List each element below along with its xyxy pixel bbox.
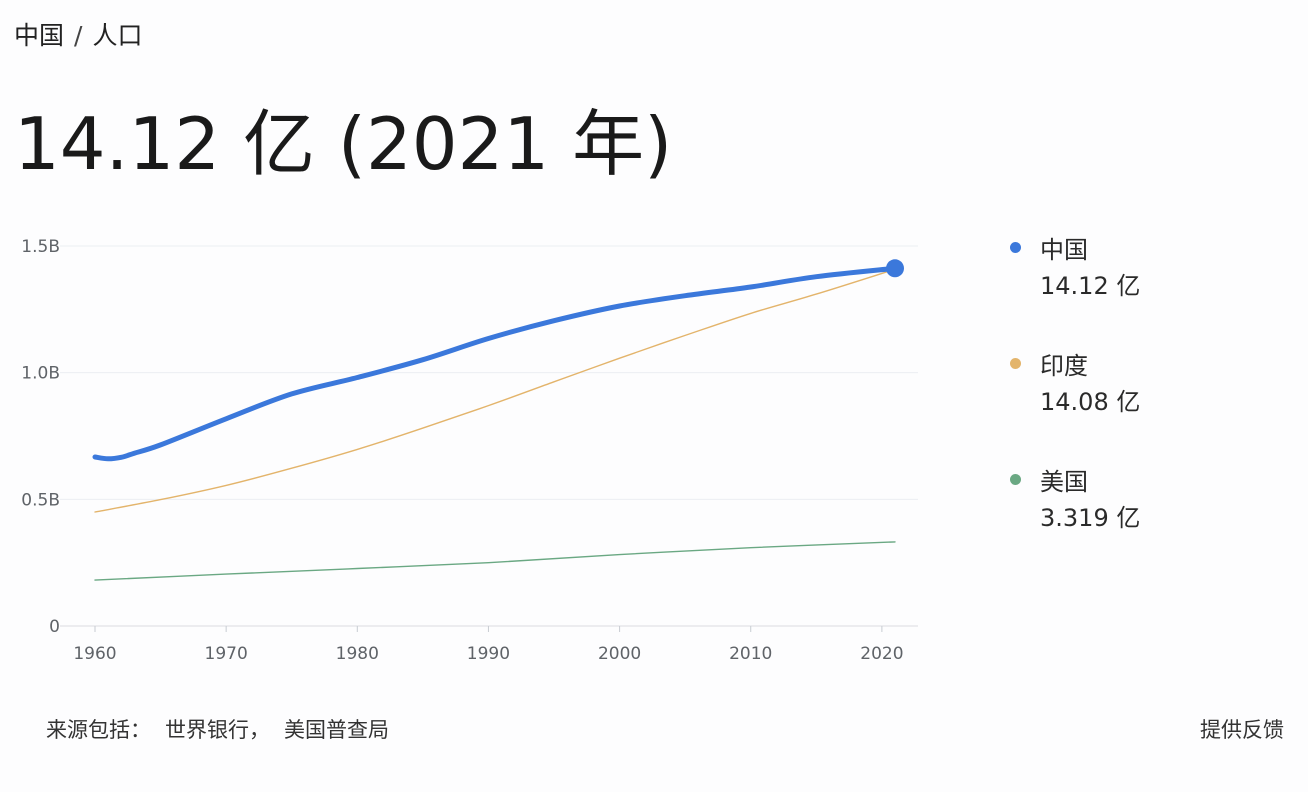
legend-dot-icon (1010, 242, 1021, 253)
series-line-india (94, 268, 896, 513)
y-tick-label: 1.5B (21, 237, 60, 257)
legend-name: 中国 (1040, 236, 1088, 264)
x-tick-label: 1980 (336, 644, 379, 664)
x-tick-label: 1990 (467, 644, 510, 664)
legend-value: 3.319 亿 (1040, 504, 1141, 532)
legend-item-usa[interactable]: 美国 3.319 亿 (1010, 462, 1290, 578)
x-tick-label: 1960 (73, 644, 116, 664)
headline-value: 14.12 亿 (2021 年) (14, 102, 673, 186)
breadcrumb-topic: 人口 (92, 21, 143, 50)
legend-name: 美国 (1040, 468, 1088, 496)
x-tick-label: 1970 (205, 644, 248, 664)
legend-item-india[interactable]: 印度 14.08 亿 (1010, 346, 1290, 462)
legend-dot-icon (1010, 358, 1021, 369)
legend-dot-icon (1010, 474, 1021, 485)
legend-item-china[interactable]: 中国 14.12 亿 (1010, 230, 1290, 346)
source-link-census-bureau[interactable]: 美国普查局 (284, 718, 389, 742)
x-tick-label: 2020 (860, 644, 903, 664)
series-line-usa (94, 541, 896, 581)
x-tick-label: 2010 (729, 644, 772, 664)
y-tick-label: 1.0B (21, 364, 60, 384)
feedback-link[interactable]: 提供反馈 (1200, 718, 1284, 742)
breadcrumb-country[interactable]: 中国 (14, 21, 65, 50)
y-tick-label: 0.5B (21, 490, 60, 510)
source-label: 来源包括： (46, 718, 151, 742)
series-line-china (92, 265, 898, 462)
y-tick-label: 0 (49, 617, 60, 637)
breadcrumb: 中国 / 人口 (14, 16, 142, 52)
x-tick-label: 2000 (598, 644, 641, 664)
source-link-world-bank[interactable]: 世界银行， (165, 718, 270, 742)
chart-legend: 中国 14.12 亿 印度 14.08 亿 美国 3.319 亿 (1010, 230, 1290, 578)
legend-name: 印度 (1040, 352, 1088, 380)
series-endpoint-marker (886, 259, 904, 278)
breadcrumb-separator: / (74, 21, 83, 50)
legend-value: 14.08 亿 (1040, 388, 1141, 416)
source-note: 来源包括： 世界银行， 美国普查局 (46, 714, 403, 744)
legend-value: 14.12 亿 (1040, 272, 1141, 300)
